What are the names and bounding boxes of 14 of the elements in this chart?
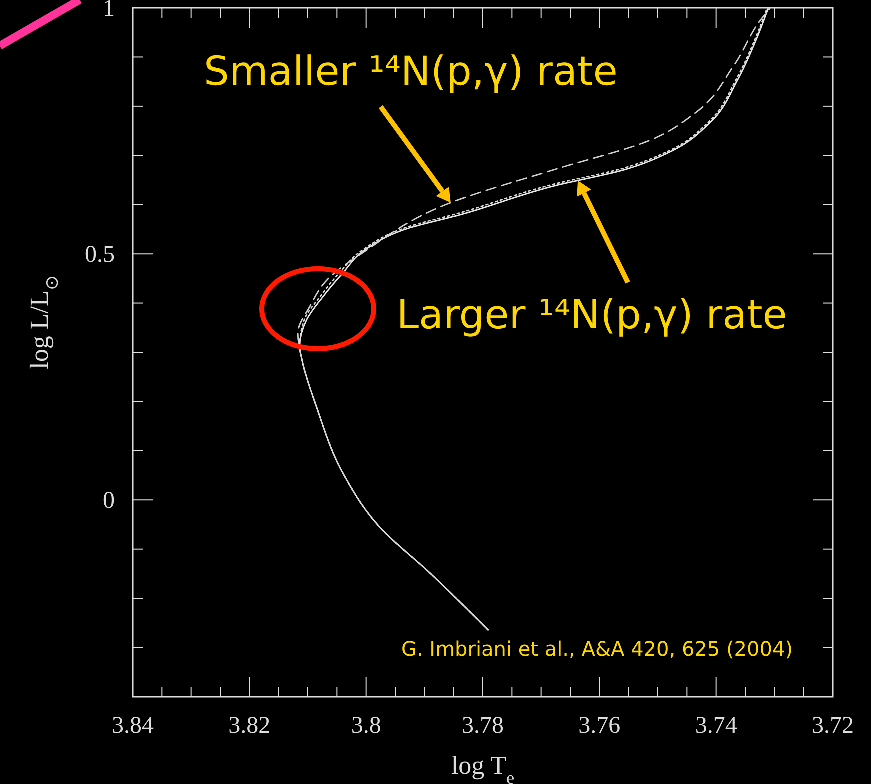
x-tick-label: 3.8 — [351, 713, 382, 739]
annotation: G. Imbriani et al., A&A 420, 625 (2004) — [401, 637, 793, 661]
y-tick-label: 0.5 — [85, 242, 115, 268]
x-tick-label: 3.84 — [112, 713, 154, 739]
x-axis-title: log T$_{e}$ — [451, 751, 515, 784]
x-tick-label: 3.74 — [695, 713, 738, 739]
x-tick-label: 3.76 — [578, 713, 621, 739]
x-tick-label: 3.78 — [462, 713, 504, 739]
y-tick-label: 1 — [103, 0, 115, 22]
x-tick-label: 3.72 — [812, 713, 854, 739]
y-tick-label: 0 — [103, 488, 115, 514]
x-tick-label: 3.82 — [228, 713, 271, 739]
annotation: Smaller ¹⁴N(p,γ) rate — [204, 48, 618, 95]
annotation: Larger ¹⁴N(p,γ) rate — [396, 292, 788, 339]
